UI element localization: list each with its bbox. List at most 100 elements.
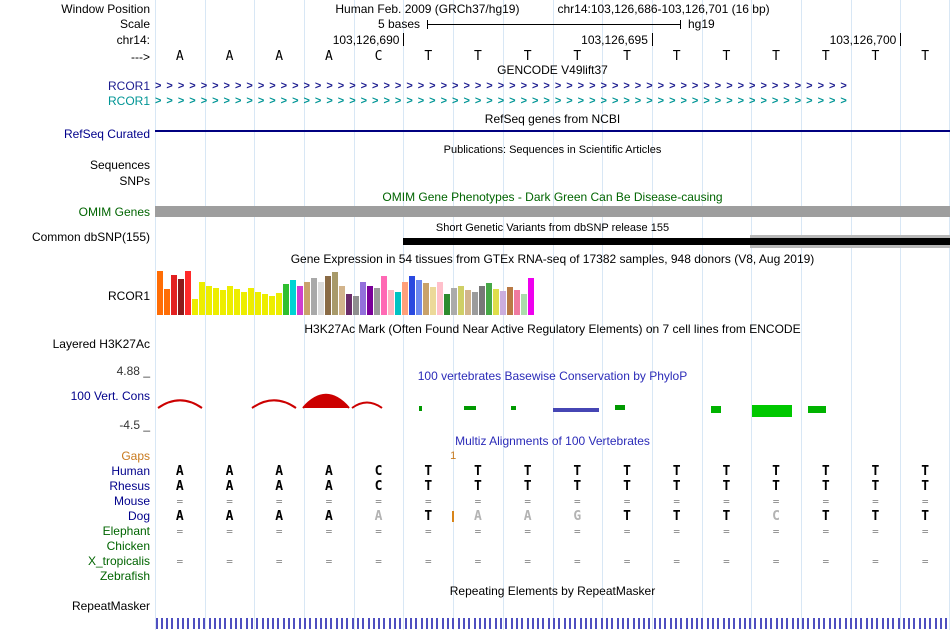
gtex-bar[interactable] [262, 294, 268, 315]
species-label[interactable]: Chicken [106, 539, 150, 553]
gtex-bar[interactable] [171, 275, 177, 315]
gtex-bar[interactable] [381, 276, 387, 315]
gtex-bar[interactable] [339, 286, 345, 315]
gtex-bar[interactable] [353, 296, 359, 315]
bottom-tick [219, 618, 222, 629]
species-label[interactable]: Rhesus [109, 479, 150, 493]
gtex-bar[interactable] [451, 288, 457, 315]
gtex-bar[interactable] [297, 286, 303, 315]
gtex-bar[interactable] [157, 271, 163, 315]
gtex-bar[interactable] [374, 288, 380, 315]
refseq-gene-item[interactable] [155, 130, 950, 132]
gtex-bar[interactable] [458, 286, 464, 315]
gtex-bar[interactable] [388, 290, 394, 315]
gtex-bar[interactable] [430, 287, 436, 315]
gtex-bar[interactable] [199, 282, 205, 315]
species-label[interactable]: Dog [127, 509, 150, 523]
phylop-wiggle[interactable] [155, 378, 950, 430]
gencode-gene-label[interactable]: RCOR1 [107, 94, 150, 108]
dbsnp-variant-black[interactable] [403, 238, 950, 245]
gtex-bar[interactable] [248, 288, 254, 315]
gtex-bar[interactable] [283, 284, 289, 315]
gtex-bar[interactable] [269, 296, 275, 315]
gtex-bar[interactable] [213, 288, 219, 315]
transcript-arrows[interactable]: >>>>>>>>>>>>>>>>>>>>>>>>>>>>>>>>>>>>>>>>… [155, 80, 852, 92]
gtex-bar[interactable] [220, 290, 226, 315]
gtex-bar[interactable] [507, 287, 513, 315]
bottom-tick [420, 618, 423, 629]
gtex-bar[interactable] [528, 278, 534, 315]
gtex-bar[interactable] [290, 280, 296, 315]
gtex-bar[interactable] [164, 289, 170, 315]
species-label[interactable]: Human [111, 464, 150, 478]
bottom-tick [727, 618, 730, 629]
gtex-bar[interactable] [472, 292, 478, 315]
species-label[interactable]: Zebrafish [99, 569, 150, 583]
omim-gene-item[interactable] [155, 206, 950, 217]
gtex-bar[interactable] [185, 271, 191, 315]
repeatmasker-track-label[interactable]: RepeatMasker [71, 599, 150, 613]
bottom-tick [881, 618, 884, 629]
bottom-tick [176, 618, 179, 629]
gtex-bar[interactable] [521, 294, 527, 315]
gtex-bar[interactable] [486, 283, 492, 315]
gtex-bar[interactable] [318, 282, 324, 315]
bottom-tick [945, 618, 948, 629]
gtex-bar[interactable] [206, 286, 212, 315]
omim-track-label[interactable]: OMIM Genes [78, 205, 150, 219]
gtex-bar[interactable] [402, 282, 408, 315]
gtex-bar[interactable] [311, 278, 317, 315]
grid-line [948, 0, 950, 630]
alignment-base: T [523, 479, 532, 494]
gtex-bar[interactable] [395, 292, 401, 315]
publications-sequences-label[interactable]: Sequences [89, 158, 150, 172]
gtex-bar[interactable] [234, 289, 240, 315]
gtex-bar[interactable] [409, 276, 415, 315]
bottom-tick [876, 618, 879, 629]
grid-line [701, 0, 703, 630]
gtex-bar[interactable] [479, 286, 485, 315]
gtex-bar[interactable] [346, 294, 352, 315]
gtex-bar[interactable] [178, 279, 184, 315]
gencode-gene-label[interactable]: RCOR1 [107, 79, 150, 93]
alignment-base: = [474, 555, 482, 568]
bottom-tick [394, 618, 396, 629]
gtex-bar[interactable] [304, 282, 310, 315]
transcript-arrows[interactable]: >>>>>>>>>>>>>>>>>>>>>>>>>>>>>>>>>>>>>>>>… [155, 95, 852, 107]
h3k27ac-track-label[interactable]: Layered H3K27Ac [52, 337, 150, 351]
dbsnp-track-label[interactable]: Common dbSNP(155) [31, 230, 150, 244]
gtex-expression-barchart[interactable] [157, 270, 535, 315]
gtex-bar[interactable] [255, 292, 261, 315]
gtex-bar[interactable] [437, 282, 443, 315]
gtex-bar[interactable] [493, 289, 499, 315]
gtex-bar[interactable] [360, 282, 366, 315]
gtex-bar[interactable] [416, 280, 422, 315]
bottom-tick [452, 618, 455, 629]
gtex-bar[interactable] [500, 291, 506, 315]
alignment-base: = [623, 555, 631, 568]
gtex-bar[interactable] [444, 294, 450, 315]
publications-snps-label[interactable]: SNPs [119, 174, 150, 188]
gtex-bar[interactable] [241, 292, 247, 315]
gtex-bar[interactable] [325, 276, 331, 315]
phylop-track-label[interactable]: 100 Vert. Cons [70, 389, 150, 403]
species-label[interactable]: Elephant [102, 524, 150, 538]
gtex-bar[interactable] [227, 286, 233, 315]
bottom-tick [924, 618, 926, 629]
gtex-bar[interactable] [514, 290, 520, 315]
species-label[interactable]: Gaps [121, 449, 150, 463]
gtex-track-label[interactable]: RCOR1 [107, 289, 150, 303]
gtex-bar[interactable] [276, 293, 282, 315]
species-label[interactable]: X_tropicalis [87, 554, 150, 568]
gtex-bar[interactable] [465, 290, 471, 315]
strand-direction-label: ---> [131, 50, 150, 64]
gtex-bar[interactable] [423, 283, 429, 315]
alignment-base: T [623, 464, 631, 479]
gtex-bar[interactable] [332, 272, 338, 315]
species-label[interactable]: Mouse [113, 494, 150, 508]
scale-bar [427, 24, 681, 25]
gtex-bar[interactable] [192, 299, 198, 315]
bottom-tick [330, 618, 333, 629]
gtex-bar[interactable] [367, 286, 373, 315]
refseq-track-label[interactable]: RefSeq Curated [63, 127, 150, 141]
